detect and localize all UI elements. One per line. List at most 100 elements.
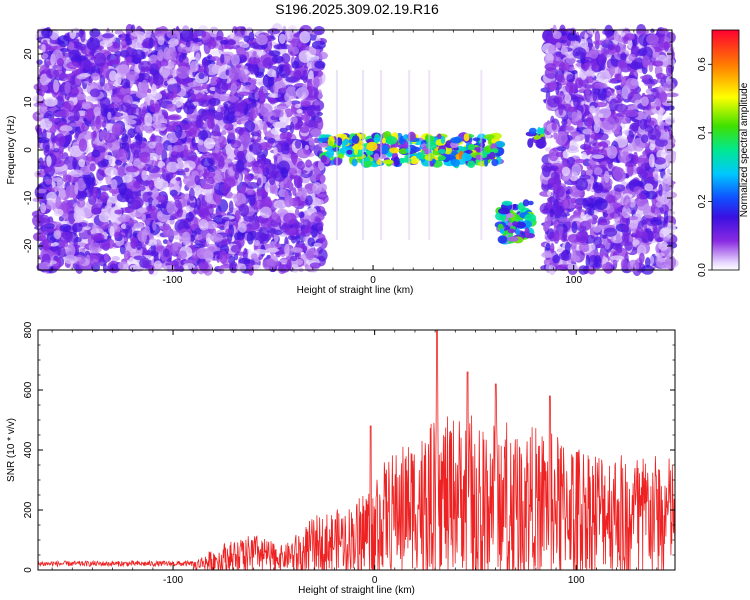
spectrogram-cell <box>76 74 87 80</box>
spectrogram-cell <box>296 148 311 159</box>
spectrogram-cell <box>146 205 156 212</box>
spectrogram-cell <box>620 211 628 217</box>
spectrogram-cell <box>178 54 184 64</box>
spectrogram-cell <box>548 148 559 162</box>
spectrogram-cell <box>489 151 496 160</box>
spectrogram-cell <box>36 188 47 194</box>
spectrogram-cell <box>194 184 203 197</box>
spectrogram-cell <box>444 146 452 155</box>
spectrogram-cell <box>579 220 592 231</box>
spectrogram-cell <box>41 85 49 92</box>
spectrogram-cell <box>393 156 400 167</box>
spectrogram-cell <box>118 182 128 196</box>
spectrogram-cell <box>193 86 204 91</box>
spectrogram-cell <box>111 122 124 137</box>
spectrogram-cell <box>155 195 166 201</box>
spectrogram-cell <box>235 159 245 173</box>
spectrogram-cell <box>597 218 611 226</box>
spectrogram-cell <box>151 83 157 97</box>
spectrogram-cell <box>239 42 250 48</box>
spectrogram-cell <box>578 242 590 253</box>
spectrogram-cell <box>305 159 313 168</box>
spectrogram-cell <box>244 162 251 168</box>
spectrogram-cell <box>555 151 565 158</box>
spectrogram-cell <box>223 158 233 165</box>
spectrogram-cell <box>188 211 193 222</box>
spectrogram-cell <box>564 241 571 255</box>
spectrogram-cell <box>512 221 518 227</box>
spectrogram-cell <box>625 216 631 226</box>
spectrogram-cell <box>238 203 249 217</box>
spectrogram-cell <box>579 143 590 150</box>
spectrogram-cell <box>57 92 64 102</box>
spectrogram-cell <box>561 166 571 177</box>
spectrogram-cell <box>81 103 92 110</box>
spectrogram-cell <box>611 122 621 135</box>
spectrogram-cell <box>114 209 123 215</box>
spectrogram-cell <box>501 200 513 206</box>
spectrogram-cell <box>294 139 302 149</box>
spectrogram-cell <box>593 142 603 148</box>
spectrogram-cell <box>612 166 624 181</box>
spectrogram-cell <box>665 64 673 77</box>
spectrogram-cell <box>69 75 76 87</box>
spectrogram-cell <box>135 124 144 133</box>
spectrogram-cell <box>138 60 152 72</box>
spectrogram-cell <box>312 182 322 195</box>
spectrogram-cell <box>624 130 630 136</box>
spectrogram-cell <box>351 158 358 167</box>
spectrogram-cell <box>554 177 561 187</box>
spectrogram-cell <box>296 160 306 170</box>
spectrogram-cell <box>252 50 257 57</box>
spectrogram-cell <box>604 24 614 38</box>
spectrogram-cell <box>73 237 78 247</box>
spectrogram-cell <box>666 168 671 175</box>
spectrogram-cell <box>467 144 475 151</box>
spectrogram-cell <box>590 133 603 140</box>
spectrogram-cell <box>230 82 238 94</box>
spectrogram-cell <box>272 121 287 129</box>
spectrogram-cell <box>163 47 171 61</box>
spectrogram-cell <box>310 128 322 138</box>
spectrogram-cell <box>308 138 315 146</box>
spectrogram-cell <box>198 260 209 271</box>
spectrogram-cell <box>120 39 127 49</box>
spectrogram-cell <box>147 191 153 196</box>
spectrogram-cell <box>617 59 628 70</box>
spectrogram-cell <box>120 102 132 113</box>
spectrogram-cell <box>152 121 162 129</box>
spectrogram-cell <box>175 170 180 176</box>
spectrogram-cell <box>59 48 69 53</box>
spectrogram-cell <box>233 36 244 41</box>
spectrogram-cell <box>203 64 209 77</box>
spectrogram-cell <box>603 170 610 183</box>
spectrogram-cell <box>180 29 194 43</box>
spectrogram-cell <box>555 42 561 49</box>
spectrogram-cell <box>184 122 198 136</box>
spectrogram-cell <box>304 144 310 150</box>
spectrogram-cell <box>141 79 148 94</box>
spectrogram-cell <box>57 246 67 258</box>
spectrogram-cell <box>44 144 50 152</box>
spectrogram-cell <box>494 140 506 148</box>
spectrogram-cell <box>141 213 147 221</box>
spectrogram-cell <box>303 165 315 172</box>
spectrogram-cell <box>159 65 171 78</box>
spectrogram-cell <box>117 166 126 178</box>
spectrogram-cell <box>589 49 599 59</box>
spectrogram-cell <box>148 37 154 49</box>
spectrogram-cell <box>589 146 601 155</box>
spectrogram-cell <box>162 223 172 238</box>
spectrogram-cell <box>564 62 571 72</box>
spectrogram-cell <box>267 96 276 103</box>
spectrogram-cell <box>426 141 437 150</box>
spectrogram-cell <box>89 88 101 98</box>
spectrogram-cell <box>623 195 631 209</box>
spectrogram-cell <box>93 106 101 117</box>
spectrogram-cell <box>571 85 577 94</box>
spectrogram-cell <box>616 247 623 254</box>
spectrogram-cell <box>74 181 79 195</box>
spectrogram-cell <box>116 192 129 203</box>
spectrogram-streak <box>428 70 431 240</box>
